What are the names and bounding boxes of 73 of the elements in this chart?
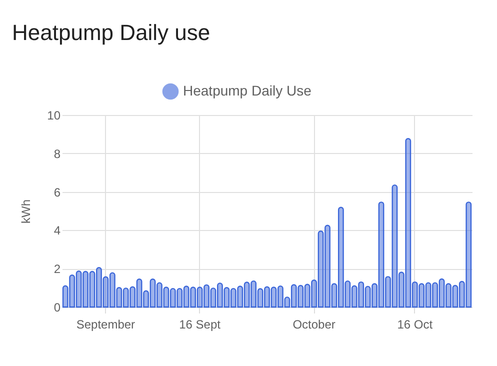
bar xyxy=(76,270,82,308)
bar xyxy=(237,286,244,308)
bar xyxy=(446,283,452,308)
bar xyxy=(458,280,465,308)
bar xyxy=(204,284,210,308)
bar xyxy=(331,283,338,308)
bar xyxy=(392,184,398,308)
bar xyxy=(143,290,149,308)
bar xyxy=(136,278,142,308)
bar xyxy=(290,284,297,308)
legend-label: Heatpump Daily Use xyxy=(183,82,312,98)
x-tick-label: 16 Oct xyxy=(397,318,434,332)
bar xyxy=(150,278,156,308)
bar xyxy=(438,278,445,308)
bar xyxy=(277,285,284,308)
bar xyxy=(183,286,190,308)
bar xyxy=(250,280,257,308)
bar xyxy=(385,276,391,308)
bar xyxy=(109,272,116,308)
bar xyxy=(344,280,351,308)
bar xyxy=(338,206,344,308)
y-tick-label: 8 xyxy=(54,146,61,161)
bar xyxy=(176,288,183,308)
bar xyxy=(372,283,378,308)
bar xyxy=(318,230,324,308)
x-tick-label: September xyxy=(76,318,136,332)
bar xyxy=(378,202,384,308)
bar xyxy=(163,286,170,308)
x-tick-label: 16 Sept xyxy=(179,318,222,332)
bar xyxy=(405,138,412,308)
bar xyxy=(452,284,458,308)
bar xyxy=(89,270,96,308)
bar xyxy=(82,270,88,308)
bar xyxy=(122,288,129,308)
y-tick-label: 2 xyxy=(54,262,61,276)
bar xyxy=(217,282,223,308)
bar xyxy=(196,286,203,308)
chart-title: Heatpump Daily use xyxy=(12,20,210,46)
bar xyxy=(156,282,162,308)
bar xyxy=(324,224,330,308)
y-axis-title: kWh xyxy=(19,200,34,224)
bar xyxy=(418,283,425,308)
bar xyxy=(96,267,102,308)
bar xyxy=(311,280,317,308)
bar xyxy=(466,202,472,308)
y-tick-label: 0 xyxy=(54,300,61,314)
bar xyxy=(358,281,364,308)
bar xyxy=(230,288,236,308)
bar xyxy=(130,286,136,308)
bar xyxy=(69,274,76,308)
bar xyxy=(270,286,277,308)
bar xyxy=(298,284,304,308)
bar xyxy=(190,286,196,308)
bar xyxy=(62,285,68,308)
bar xyxy=(425,282,432,308)
bar xyxy=(432,282,438,308)
y-tick-label: 4 xyxy=(54,224,61,238)
bar xyxy=(170,288,176,308)
bar xyxy=(102,276,109,308)
bar xyxy=(244,282,250,308)
y-tick-label: 10 xyxy=(47,108,61,122)
bar xyxy=(412,281,418,308)
y-tick-label: 6 xyxy=(54,185,61,200)
bar xyxy=(224,287,230,308)
bar xyxy=(264,286,270,308)
bar xyxy=(116,287,122,308)
x-tick-label: October xyxy=(292,318,336,332)
bar xyxy=(351,285,358,308)
bar xyxy=(210,288,216,308)
bar xyxy=(398,272,404,308)
bar xyxy=(257,288,264,308)
bar xyxy=(364,286,371,308)
bar xyxy=(304,284,310,308)
